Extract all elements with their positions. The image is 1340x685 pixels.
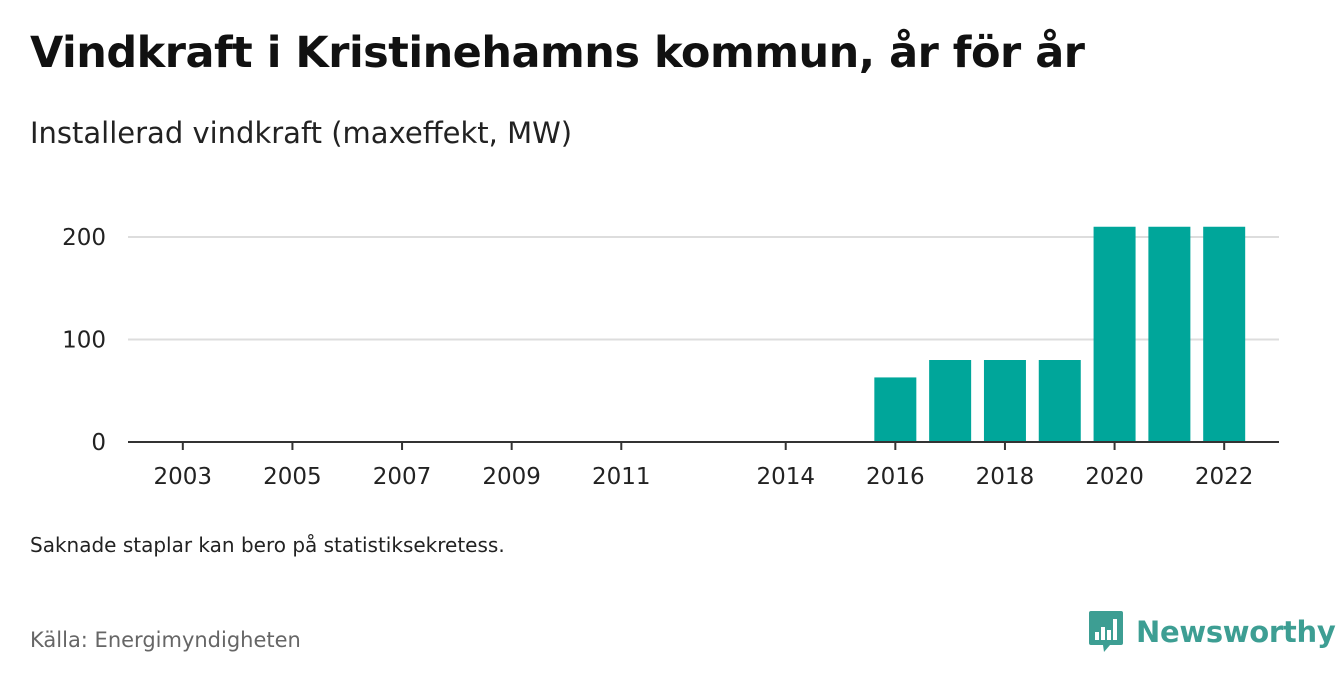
x-tick-label: 2005 xyxy=(263,464,322,490)
gridlines xyxy=(128,236,1279,341)
brand-logo[interactable]: Newsworthy xyxy=(1088,610,1336,654)
x-tick-label: 2003 xyxy=(154,464,213,490)
source-text: Källa: Energimyndigheten xyxy=(30,628,301,652)
bar-2020 xyxy=(1093,226,1136,442)
bar-2016 xyxy=(874,377,917,442)
y-tick-label: 0 xyxy=(91,430,106,456)
bar-2018 xyxy=(983,360,1026,442)
y-axis-ticks: 0 100 200 xyxy=(62,225,106,456)
bar-2021 xyxy=(1148,226,1191,442)
bar-2022 xyxy=(1203,226,1246,442)
x-tick-label: 2020 xyxy=(1085,464,1144,490)
y-tick-label: 100 xyxy=(62,328,106,354)
x-tick-label: 2022 xyxy=(1195,464,1254,490)
brand-name: Newsworthy xyxy=(1136,615,1336,649)
x-tick-label: 2011 xyxy=(592,464,651,490)
x-tick-label: 2009 xyxy=(482,464,541,490)
chart-title: Vindkraft i Kristinehamns kommun, år för… xyxy=(30,28,1085,78)
x-tick-label: 2018 xyxy=(976,464,1035,490)
bars xyxy=(874,226,1246,442)
y-tick-label: 200 xyxy=(62,225,106,251)
bar-chart: 2003 2005 2007 2009 2011 2014 2016 2018 2020 2022… xyxy=(62,225,1279,490)
x-axis-ticks: 2003 2005 2007 2009 2011 2014 2016 2018 2020 2022 xyxy=(154,442,1254,490)
newsworthy-logo-icon xyxy=(1089,611,1123,652)
bar-2019 xyxy=(1038,360,1081,442)
x-tick-label: 2016 xyxy=(866,464,925,490)
x-tick-label: 2007 xyxy=(373,464,432,490)
chart-subtitle: Installerad vindkraft (maxeffekt, MW) xyxy=(30,116,573,150)
x-tick-label: 2014 xyxy=(756,464,815,490)
footnote: Saknade staplar kan bero på statistiksek… xyxy=(30,533,505,557)
bar-2017 xyxy=(929,360,972,442)
